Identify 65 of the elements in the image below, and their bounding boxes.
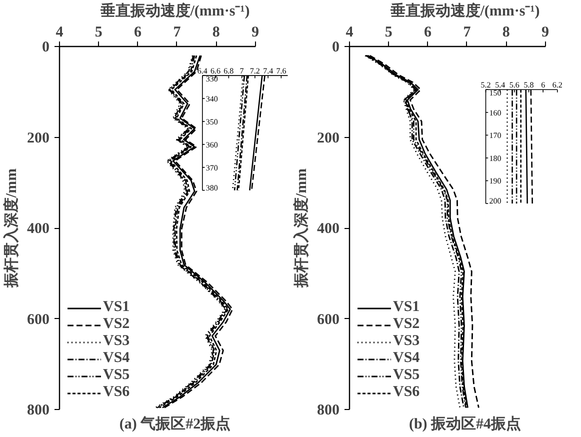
text: (a) 气振区#2振点 [119, 416, 231, 432]
x-axis-title: 垂直振动速度/(mm·s⁻¹) [389, 2, 540, 20]
x-tick-label: 7.4 [263, 66, 274, 76]
legend-label: VS1 [103, 299, 130, 316]
y-tick-label: 0 [42, 40, 50, 56]
x-tick-label: 5.6 [509, 80, 520, 90]
y-tick-label: 400 [27, 221, 50, 237]
x-tick-label: 7.6 [276, 66, 286, 76]
y-tick-label: 360 [206, 140, 218, 150]
y-tick-label: 800 [317, 402, 340, 418]
y-tick-label: 400 [317, 221, 340, 237]
x-tick-label: 5.4 [495, 80, 506, 90]
x-tick-label: 9 [252, 24, 260, 40]
x-tick-label: 4 [56, 24, 64, 40]
y-tick-label: 200 [27, 130, 50, 146]
y-tick-label: 800 [27, 402, 50, 418]
y-tick-label: 190 [489, 176, 502, 186]
x-tick-label: 8 [212, 24, 220, 40]
text: (b) 振动区#4振点 [408, 416, 522, 432]
y-tick-label: 340 [206, 94, 218, 104]
y-tick-label: 160 [489, 108, 502, 118]
legend-label: VS5 [103, 367, 130, 384]
x-tick-label: 6.4 [197, 66, 208, 76]
x-tick-label: 7.2 [250, 66, 260, 76]
x-axis-title: 垂直振动速度/(mm·s⁻¹) [99, 2, 250, 20]
y-tick-label: 200 [317, 130, 340, 146]
legend-label: VS2 [103, 316, 130, 333]
x-tick-label: 8 [502, 24, 510, 40]
y-tick-label: 380 [206, 183, 218, 192]
y-tick-label: 150 [489, 88, 502, 98]
y-tick-label: 170 [489, 131, 502, 140]
x-tick-label: 4 [346, 24, 354, 40]
x-tick-label: 7 [240, 66, 244, 76]
y-tick-label: 370 [206, 163, 218, 172]
legend-label: VS4 [393, 350, 420, 367]
x-tick-label: 7 [463, 24, 472, 40]
y-tick-label: 600 [27, 312, 50, 328]
legend-label: VS6 [393, 384, 420, 401]
x-tick-label: 6.8 [224, 66, 234, 76]
legend-label: VS3 [393, 333, 420, 350]
legend-label: VS5 [393, 367, 420, 384]
y-axis-title: 振杆贯入深度/mm [2, 168, 20, 289]
y-tick-label: 200 [489, 196, 502, 206]
legend-label: VS2 [393, 316, 420, 333]
y-axis-title: 振杆贯入深度/mm [292, 168, 310, 289]
x-tick-label: 6 [134, 24, 142, 40]
y-tick-label: 350 [206, 117, 218, 126]
x-tick-label: 6.6 [210, 66, 221, 76]
x-tick-label: 5 [384, 24, 392, 40]
x-tick-label: 5.8 [524, 80, 534, 90]
y-tick-label: 330 [206, 74, 218, 84]
x-tick-label: 5 [94, 24, 102, 40]
legend-label: VS3 [103, 333, 130, 350]
x-tick-label: 6 [424, 24, 432, 40]
x-tick-label: 6 [541, 80, 546, 90]
x-tick-label: 9 [542, 24, 550, 40]
y-tick-label: 600 [317, 312, 340, 328]
x-tick-label: 5.2 [480, 80, 491, 90]
legend-label: VS1 [393, 299, 420, 316]
y-tick-label: 0 [332, 40, 340, 56]
x-tick-label: 7 [173, 24, 182, 40]
legend-label: VS4 [103, 350, 130, 367]
x-tick-label: 6.2 [552, 80, 562, 90]
legend-label: VS6 [103, 384, 130, 401]
y-tick-label: 180 [489, 154, 502, 163]
